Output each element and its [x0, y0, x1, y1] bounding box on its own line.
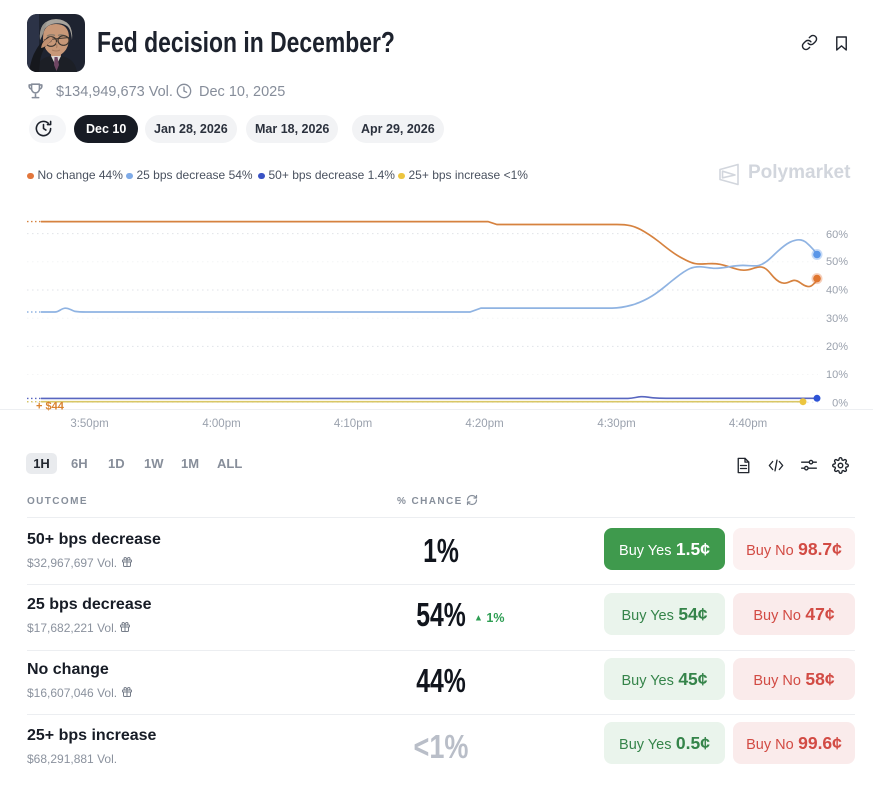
svg-text:4:10pm: 4:10pm: [334, 418, 372, 430]
svg-text:40%: 40%: [826, 285, 848, 297]
svg-text:0%: 0%: [832, 397, 848, 409]
svg-text:4:00pm: 4:00pm: [202, 418, 240, 430]
svg-text:60%: 60%: [826, 229, 848, 241]
svg-text:50%: 50%: [826, 256, 848, 268]
svg-text:4:40pm: 4:40pm: [729, 418, 767, 430]
svg-text:20%: 20%: [826, 341, 848, 353]
svg-text:4:30pm: 4:30pm: [597, 418, 635, 430]
svg-text:3:50pm: 3:50pm: [70, 418, 108, 430]
svg-text:10%: 10%: [826, 369, 848, 381]
svg-text:+ $44: + $44: [36, 401, 65, 413]
svg-text:30%: 30%: [826, 313, 848, 325]
svg-text:4:20pm: 4:20pm: [465, 418, 503, 430]
